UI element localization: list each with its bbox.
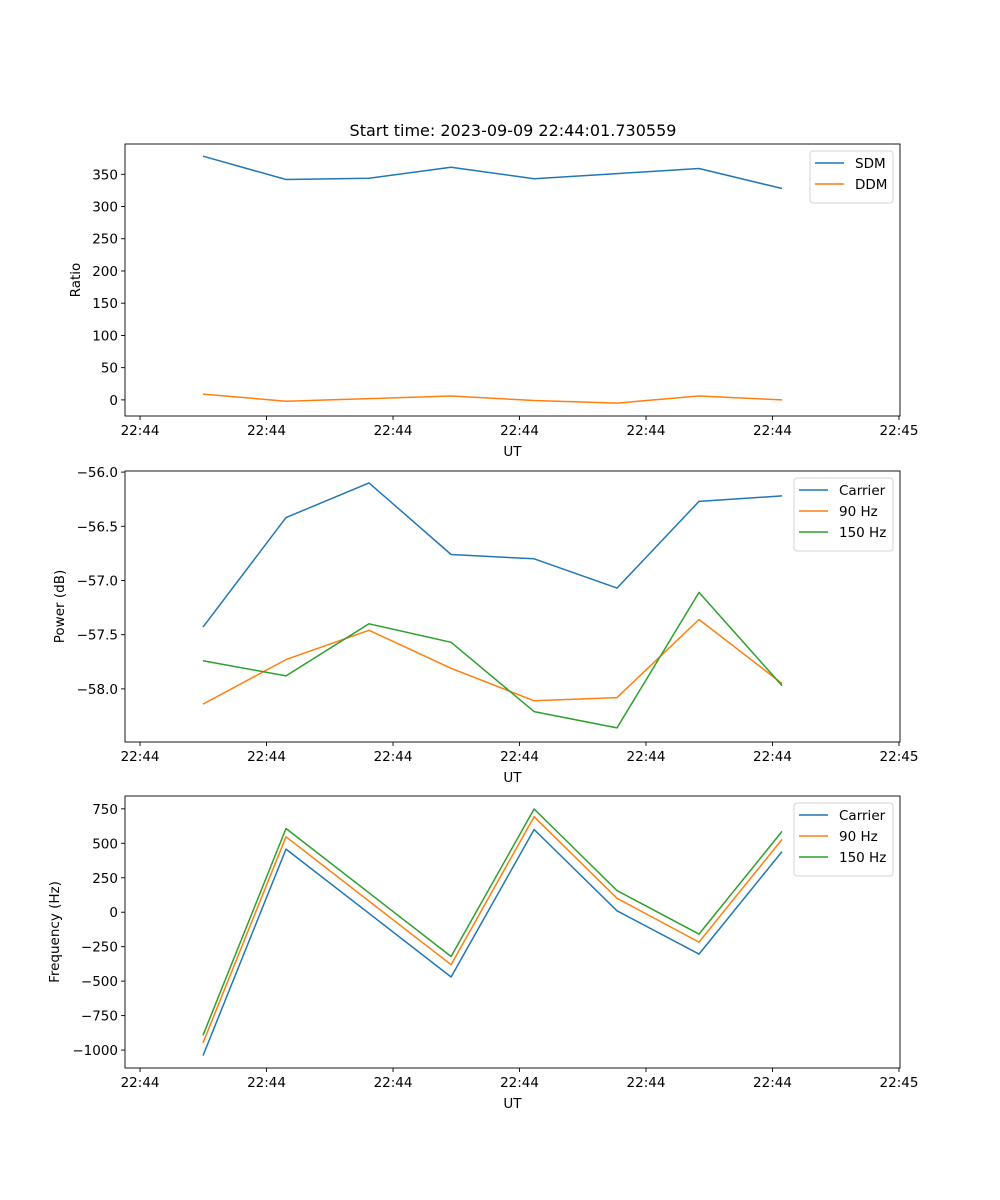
x-tick-label: 22:45 xyxy=(880,1075,919,1091)
y-tick-label: −750 xyxy=(81,1009,118,1025)
subplot-3: 22:44 22:44 22:44 22:44 22:44 22:44 22:45 −1000… xyxy=(47,795,919,1112)
x-tick-label: 22:44 xyxy=(753,423,792,439)
x-tick-label: 22:44 xyxy=(500,423,539,439)
legend-label: DDM xyxy=(855,177,887,193)
y-tick-label: −56.0 xyxy=(77,465,118,481)
y-tick-label: 150 xyxy=(92,296,118,312)
x-tick-label: 22:44 xyxy=(753,1075,792,1091)
axes-frame xyxy=(124,143,901,417)
series-line-carrier xyxy=(202,482,783,628)
y-tick-label: −250 xyxy=(81,940,118,956)
legend-box xyxy=(809,150,894,204)
y-tick-label: 750 xyxy=(92,802,118,818)
x-tick-label: 22:44 xyxy=(247,1075,286,1091)
x-axis-label: UT xyxy=(503,1096,522,1112)
legend-label: 150 Hz xyxy=(839,850,886,866)
series-line-90-hz xyxy=(202,618,783,705)
x-tick-label: 22:44 xyxy=(247,749,286,765)
y-tick-label: −56.5 xyxy=(77,519,118,535)
legend-label: Carrier xyxy=(839,483,886,499)
y-axis-label: Ratio xyxy=(68,263,84,298)
x-axis-label: UT xyxy=(503,444,522,460)
x-tick-label: 22:44 xyxy=(500,1075,539,1091)
y-tick-label: −1000 xyxy=(72,1043,118,1059)
y-tick-label: 100 xyxy=(92,328,118,344)
subplot-1: 22:44 22:44 22:44 22:44 22:44 22:44 22:45 0 50 10… xyxy=(68,143,919,460)
y-tick-label: −58.0 xyxy=(77,682,118,698)
y-tick-label: 250 xyxy=(92,871,118,887)
y-tick-label: 0 xyxy=(109,905,118,921)
series-line-sdm xyxy=(202,155,783,190)
axes-frame xyxy=(124,795,901,1069)
y-tick-label: −500 xyxy=(81,974,118,990)
legend: Carrier 90 Hz 150 Hz xyxy=(793,477,894,552)
x-tick-label: 22:44 xyxy=(500,749,539,765)
figure-title: Start time: 2023-09-09 22:44:01.730559 xyxy=(350,121,677,140)
x-axis-label: UT xyxy=(503,770,522,786)
x-tick-label: 22:45 xyxy=(880,423,919,439)
x-tick-label: 22:44 xyxy=(374,1075,413,1091)
x-tick-label: 22:44 xyxy=(753,749,792,765)
series-line-ddm xyxy=(202,393,783,404)
x-tick-label: 22:45 xyxy=(880,749,919,765)
x-tick-label: 22:44 xyxy=(627,749,666,765)
x-tick-label: 22:44 xyxy=(247,423,286,439)
y-tick-label: 250 xyxy=(92,232,118,248)
legend: Carrier 90 Hz 150 Hz xyxy=(793,802,894,877)
legend-label: Carrier xyxy=(839,808,886,824)
series-line-150-hz xyxy=(202,591,783,729)
legend-label: 90 Hz xyxy=(839,829,878,845)
series-line-carrier xyxy=(202,828,783,1056)
y-tick-label: −57.0 xyxy=(77,573,118,589)
x-tick-label: 22:44 xyxy=(374,423,413,439)
legend-label: SDM xyxy=(855,156,886,172)
x-tick-label: 22:44 xyxy=(121,749,160,765)
y-tick-label: 50 xyxy=(101,361,118,377)
x-tick-label: 22:44 xyxy=(627,423,666,439)
y-tick-label: 200 xyxy=(92,264,118,280)
legend-label: 90 Hz xyxy=(839,504,878,520)
y-tick-label: 350 xyxy=(92,167,118,183)
x-tick-label: 22:44 xyxy=(121,1075,160,1091)
series-line-150-hz xyxy=(202,808,783,1036)
y-tick-label: −57.5 xyxy=(77,628,118,644)
y-tick-label: 0 xyxy=(109,393,118,409)
y-axis-label: Frequency (Hz) xyxy=(47,881,63,983)
series-line-90-hz xyxy=(202,815,783,1044)
y-tick-label: 300 xyxy=(92,200,118,216)
x-tick-label: 22:44 xyxy=(121,423,160,439)
subplot-2: 22:44 22:44 22:44 22:44 22:44 22:44 22:45 −58.0… xyxy=(52,465,918,786)
axes-frame xyxy=(124,470,901,743)
legend-label: 150 Hz xyxy=(839,525,886,541)
x-tick-label: 22:44 xyxy=(374,749,413,765)
y-tick-label: 500 xyxy=(92,836,118,852)
x-tick-label: 22:44 xyxy=(627,1075,666,1091)
legend: SDM DDM xyxy=(809,150,894,204)
y-axis-label: Power (dB) xyxy=(52,570,68,643)
